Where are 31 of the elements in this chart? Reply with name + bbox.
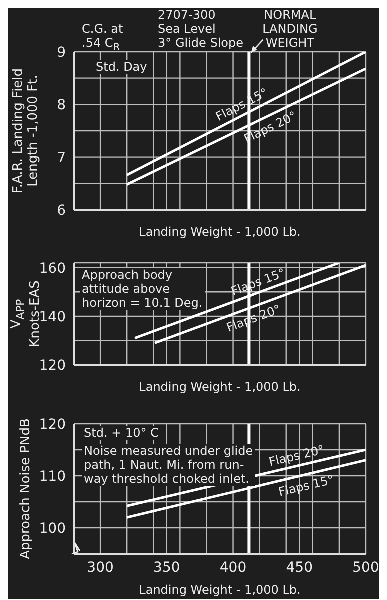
text: Flaps 20° bbox=[268, 442, 326, 470]
x-tick-label: 350 bbox=[154, 560, 180, 576]
text: Flaps 15° bbox=[277, 472, 336, 500]
y-tick-label: 110 bbox=[39, 468, 66, 485]
y-tick-label: 120 bbox=[39, 358, 66, 374]
y-tick-label: 140 bbox=[39, 309, 66, 326]
y-tick-label: 9 bbox=[57, 44, 66, 61]
y-tick-label: 120 bbox=[39, 416, 66, 433]
chart-title: 2707-300 Sea Level 3° Glide Slope bbox=[158, 8, 244, 50]
x-tick-label: 300 bbox=[87, 560, 114, 576]
annotation: C.G. at .54 C$_{R}$ bbox=[81, 22, 124, 56]
y-axis-title: Approach Noise PNdB bbox=[18, 418, 34, 560]
text: Flaps 20° bbox=[224, 302, 283, 335]
y-axis-title: F.A.R. Landing Field Length -1,000 Ft. bbox=[11, 68, 41, 194]
x-axis-title: Landing Weight - 1,000 Lb. bbox=[139, 583, 301, 597]
y-tick-label: 100 bbox=[39, 520, 66, 537]
ref-line-label: NORMAL LANDING WEIGHT bbox=[262, 8, 319, 50]
annotation: Noise measured under glide path, 1 Naut. Mi. from run- way threshold choked inlet. bbox=[82, 444, 256, 486]
y-tick-label: 8 bbox=[57, 98, 66, 114]
x-tick-label: 500 bbox=[352, 560, 380, 576]
y-tick-label: 6 bbox=[57, 202, 66, 219]
y-tick-label: 160 bbox=[39, 260, 66, 277]
x-tick-label: 400 bbox=[220, 560, 247, 576]
annotation: Std. + 10° C bbox=[82, 426, 161, 440]
annotation: Approach body attitude above horizon = 10.1 Deg. bbox=[80, 268, 205, 310]
annotation: Std. Day bbox=[94, 60, 150, 74]
x-tick-label: 450 bbox=[286, 560, 314, 576]
text: Flaps 15° bbox=[229, 266, 288, 299]
x-axis-title: Landing Weight - 1,000 Lb. bbox=[139, 380, 301, 394]
y-tick-label: 7 bbox=[57, 150, 66, 166]
x-axis-title: Landing Weight - 1,000 Lb. bbox=[139, 225, 301, 239]
